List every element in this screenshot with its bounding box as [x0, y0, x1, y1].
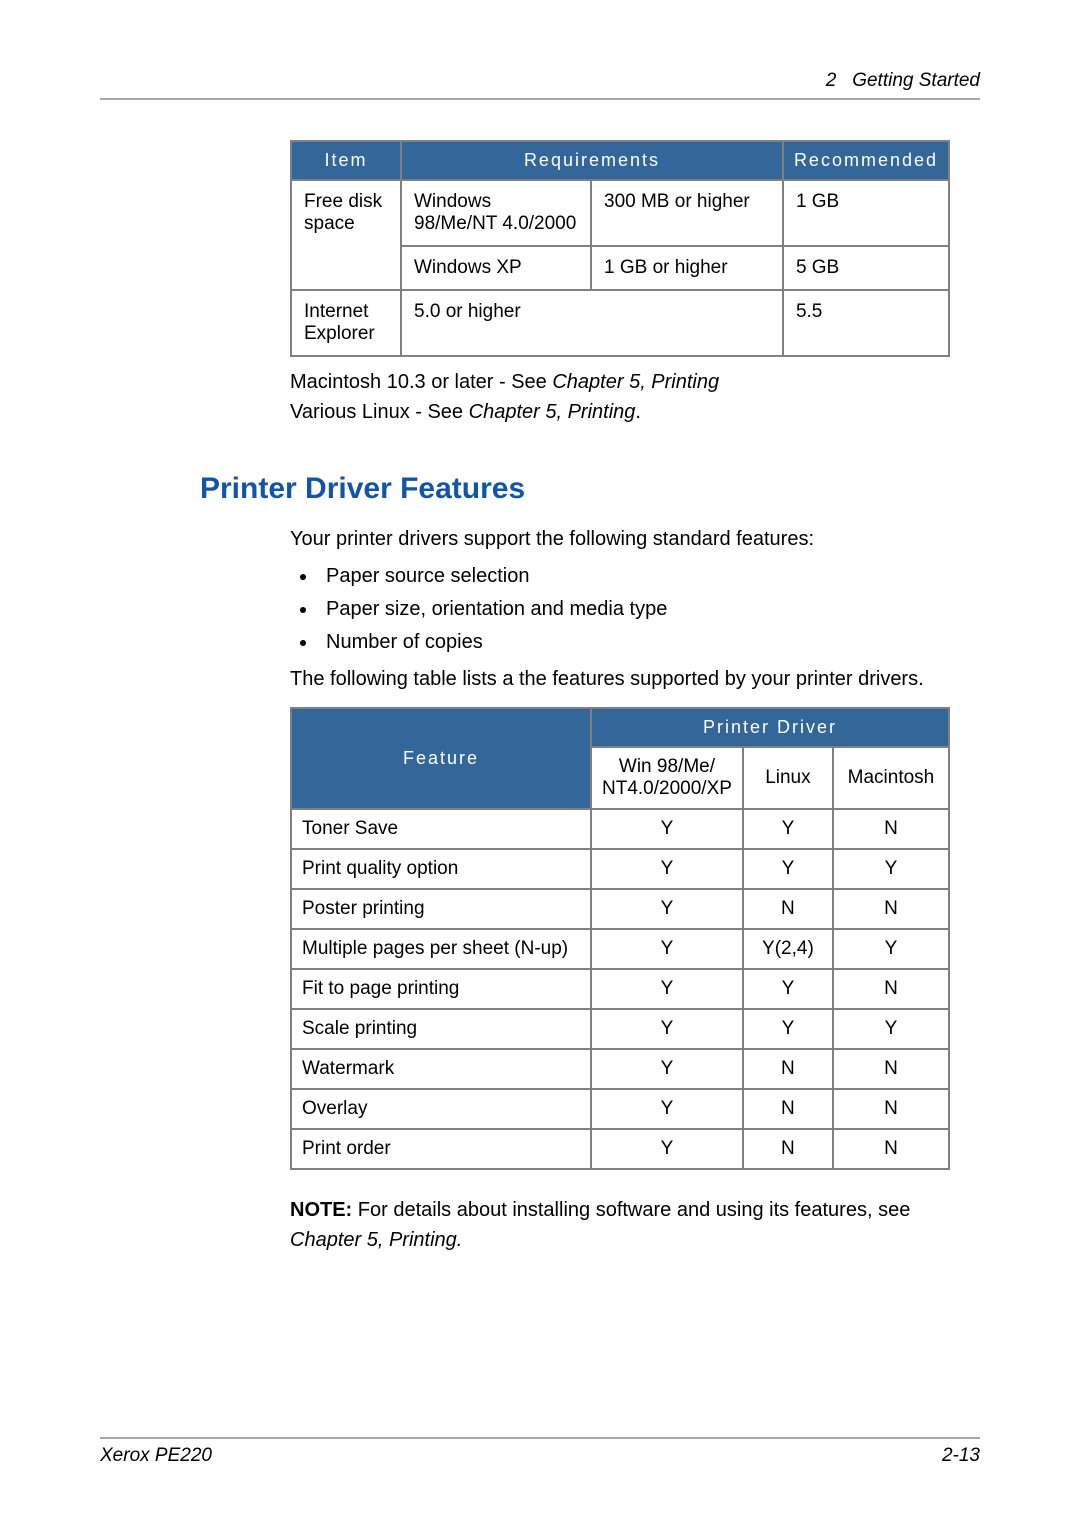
page-header: 2 Getting Started — [100, 70, 980, 100]
table-row: Free disk space Windows 98/Me/NT 4.0/200… — [291, 180, 949, 246]
footer-right: 2-13 — [942, 1445, 980, 1467]
th-item: Item — [291, 141, 401, 180]
header-chapter-number: 2 — [826, 70, 837, 91]
cell-win: Y — [591, 929, 743, 969]
table-row: Toner Save Y Y N — [291, 809, 949, 849]
table-row: Scale printing Y Y Y — [291, 1009, 949, 1049]
cell-rec: 5 GB — [783, 246, 949, 290]
cell-rec: 5.5 — [783, 290, 949, 356]
cell-linux: Y(2,4) — [743, 929, 833, 969]
cell-linux: N — [743, 1049, 833, 1089]
table-header-row: Item Requirements Recommended — [291, 141, 949, 180]
cell-linux: Y — [743, 849, 833, 889]
note-linux-ref: Chapter 5, Printing — [469, 401, 636, 423]
cell-win: Y — [591, 1129, 743, 1169]
list-item: Number of copies — [318, 627, 950, 658]
th-feature: Feature — [291, 708, 591, 809]
cell-feature: Print quality option — [291, 849, 591, 889]
cell-feature: Scale printing — [291, 1009, 591, 1049]
footer-left: Xerox PE220 — [100, 1445, 212, 1467]
cell-feature: Poster printing — [291, 889, 591, 929]
cell-mac: Y — [833, 849, 949, 889]
cell-win: Y — [591, 1049, 743, 1089]
cell-feature: Print order — [291, 1129, 591, 1169]
cell-mac: N — [833, 1089, 949, 1129]
note-text: For details about installing software an… — [358, 1199, 911, 1221]
list-item: Paper source selection — [318, 561, 950, 592]
note-period: . — [635, 401, 641, 423]
cell-mac: N — [833, 969, 949, 1009]
cell-mac: N — [833, 889, 949, 929]
cell-linux: Y — [743, 969, 833, 1009]
cell-req: 5.0 or higher — [401, 290, 783, 356]
page: 2 Getting Started Item Requirements Reco… — [0, 0, 1080, 1527]
cell-os: Windows 98/Me/NT 4.0/2000 — [401, 180, 591, 246]
cell-win: Y — [591, 1009, 743, 1049]
cell-mac: N — [833, 1049, 949, 1089]
cell-feature: Multiple pages per sheet (N-up) — [291, 929, 591, 969]
cell-mac: Y — [833, 1009, 949, 1049]
note-mac-ref: Chapter 5, Printing — [552, 371, 719, 393]
table-row: Overlay Y N N — [291, 1089, 949, 1129]
table-header-row: Feature Printer Driver — [291, 708, 949, 747]
cell-rec: 1 GB — [783, 180, 949, 246]
cell-item: Internet Explorer — [291, 290, 401, 356]
table-row: Internet Explorer 5.0 or higher 5.5 — [291, 290, 949, 356]
cell-win: Y — [591, 889, 743, 929]
cell-os: Windows XP — [401, 246, 591, 290]
cell-win: Y — [591, 1089, 743, 1129]
features-table: Feature Printer Driver Win 98/Me/ NT4.0/… — [290, 707, 950, 1170]
table-row: Fit to page printing Y Y N — [291, 969, 949, 1009]
page-footer: Xerox PE220 2-13 — [100, 1437, 980, 1467]
table-row: Print quality option Y Y Y — [291, 849, 949, 889]
th-driver: Printer Driver — [591, 708, 949, 747]
note-linux: Various Linux - See Chapter 5, Printing. — [290, 397, 950, 427]
th-recommended: Recommended — [783, 141, 949, 180]
th-requirements: Requirements — [401, 141, 783, 180]
cell-linux: Y — [743, 1009, 833, 1049]
section-body: Your printer drivers support the followi… — [290, 524, 950, 1255]
note-block: NOTE: For details about installing softw… — [290, 1195, 950, 1255]
os-notes: Macintosh 10.3 or later - See Chapter 5,… — [290, 367, 950, 427]
requirements-block: Item Requirements Recommended Free disk … — [290, 140, 950, 427]
th-win: Win 98/Me/ NT4.0/2000/XP — [591, 747, 743, 809]
cell-linux: N — [743, 1089, 833, 1129]
cell-linux: N — [743, 1129, 833, 1169]
cell-feature: Overlay — [291, 1089, 591, 1129]
cell-mac: N — [833, 809, 949, 849]
note-linux-text: Various Linux - See — [290, 401, 469, 423]
cell-req: 1 GB or higher — [591, 246, 783, 290]
cell-feature: Toner Save — [291, 809, 591, 849]
table-row: Print order Y N N — [291, 1129, 949, 1169]
th-linux: Linux — [743, 747, 833, 809]
cell-req: 300 MB or higher — [591, 180, 783, 246]
cell-win: Y — [591, 849, 743, 889]
cell-win: Y — [591, 969, 743, 1009]
feature-bullets: Paper source selection Paper size, orien… — [318, 561, 950, 658]
table-row: Watermark Y N N — [291, 1049, 949, 1089]
table-row: Poster printing Y N N — [291, 889, 949, 929]
cell-item: Free disk space — [291, 180, 401, 290]
note-ref: Chapter 5, Printing. — [290, 1229, 462, 1251]
requirements-table: Item Requirements Recommended Free disk … — [290, 140, 950, 357]
table-row: Multiple pages per sheet (N-up) Y Y(2,4)… — [291, 929, 949, 969]
header-chapter-title: Getting Started — [852, 70, 980, 91]
cell-mac: Y — [833, 929, 949, 969]
note-label: NOTE: — [290, 1199, 358, 1221]
cell-linux: N — [743, 889, 833, 929]
th-mac: Macintosh — [833, 747, 949, 809]
section-title: Printer Driver Features — [200, 472, 980, 506]
cell-feature: Fit to page printing — [291, 969, 591, 1009]
cell-linux: Y — [743, 809, 833, 849]
table-intro: The following table lists a the features… — [290, 664, 950, 695]
intro-text: Your printer drivers support the followi… — [290, 524, 950, 555]
note-mac: Macintosh 10.3 or later - See Chapter 5,… — [290, 367, 950, 397]
note-mac-text: Macintosh 10.3 or later - See — [290, 371, 552, 393]
list-item: Paper size, orientation and media type — [318, 594, 950, 625]
cell-feature: Watermark — [291, 1049, 591, 1089]
cell-win: Y — [591, 809, 743, 849]
cell-mac: N — [833, 1129, 949, 1169]
